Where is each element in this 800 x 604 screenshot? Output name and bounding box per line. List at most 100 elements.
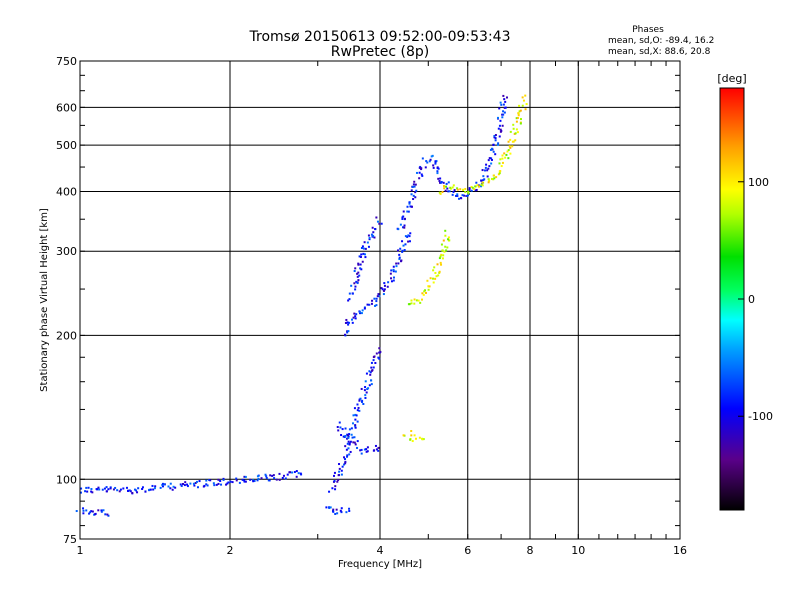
data-point [456, 187, 459, 190]
data-point [442, 181, 445, 184]
data-point [360, 452, 363, 455]
data-point [149, 488, 152, 491]
data-point [122, 487, 125, 490]
data-point [494, 139, 497, 142]
data-point [347, 299, 350, 302]
data-point [390, 277, 393, 280]
data-point [448, 190, 451, 193]
data-point [446, 246, 449, 249]
data-point [492, 174, 495, 177]
data-point [501, 157, 504, 160]
data-point [437, 274, 440, 277]
data-point [360, 448, 363, 451]
data-point [118, 490, 121, 493]
data-point [112, 488, 115, 491]
data-point [438, 271, 441, 274]
data-point [364, 380, 367, 383]
data-point [193, 484, 196, 487]
data-point [519, 122, 522, 125]
data-point [332, 508, 335, 511]
data-point [174, 486, 177, 489]
data-point [484, 169, 487, 172]
data-point [344, 458, 347, 461]
x-tick-label: 1 [77, 544, 84, 557]
data-point [361, 260, 364, 263]
data-point [493, 177, 496, 180]
data-point [340, 469, 343, 472]
data-point [481, 169, 484, 172]
data-point [229, 480, 232, 483]
data-point [498, 162, 501, 165]
data-point [295, 475, 298, 478]
data-point [161, 485, 164, 488]
data-point [350, 318, 353, 321]
data-point [404, 235, 407, 238]
data-point [212, 482, 215, 485]
data-point [418, 171, 421, 174]
data-point [463, 194, 466, 197]
data-point [474, 185, 477, 188]
data-point [499, 128, 502, 131]
data-point [392, 265, 395, 268]
data-point [398, 256, 401, 259]
y-tick-label: 75 [63, 533, 77, 546]
x-tick-label: 4 [377, 544, 384, 557]
data-point [369, 371, 372, 374]
data-point [362, 252, 365, 255]
data-point [432, 269, 435, 272]
data-point [494, 137, 497, 140]
data-point [84, 490, 87, 493]
data-point [183, 484, 186, 487]
data-point [345, 511, 348, 514]
data-point [359, 312, 362, 315]
data-point [408, 235, 411, 238]
data-point [412, 183, 415, 186]
data-point [350, 433, 353, 436]
data-point [361, 245, 364, 248]
data-point [346, 454, 349, 457]
data-point [455, 194, 458, 197]
data-point [354, 317, 357, 320]
data-point [333, 471, 336, 474]
data-point [514, 139, 517, 142]
data-point [359, 256, 362, 259]
data-point [373, 355, 376, 358]
data-point [355, 414, 358, 417]
data-point [424, 291, 427, 294]
data-point [297, 472, 300, 475]
data-point [179, 483, 182, 486]
data-point [344, 445, 347, 448]
data-point [348, 442, 351, 445]
data-point [445, 182, 448, 185]
data-point [362, 402, 365, 405]
data-point [181, 483, 184, 486]
data-point [360, 312, 363, 315]
data-point [90, 490, 93, 493]
data-point [500, 165, 503, 168]
data-point [278, 478, 281, 481]
data-point [461, 194, 464, 197]
data-point [337, 429, 340, 432]
data-point [366, 241, 369, 244]
data-point [241, 478, 244, 481]
data-point [346, 442, 349, 445]
data-point [243, 479, 246, 482]
x-tick-label: 6 [464, 544, 471, 557]
data-point [346, 321, 349, 324]
data-point [412, 198, 415, 201]
data-point [503, 111, 506, 114]
data-point [372, 366, 375, 369]
data-point [490, 157, 493, 160]
data-point [208, 479, 211, 482]
data-point [441, 249, 444, 252]
data-point [408, 201, 411, 204]
data-point [370, 361, 373, 364]
data-point [401, 217, 404, 220]
data-point [446, 187, 449, 190]
data-point [488, 165, 491, 168]
data-point [348, 509, 351, 512]
data-point [452, 184, 455, 187]
data-point [497, 127, 500, 130]
data-point [468, 188, 471, 191]
data-point [161, 482, 164, 485]
